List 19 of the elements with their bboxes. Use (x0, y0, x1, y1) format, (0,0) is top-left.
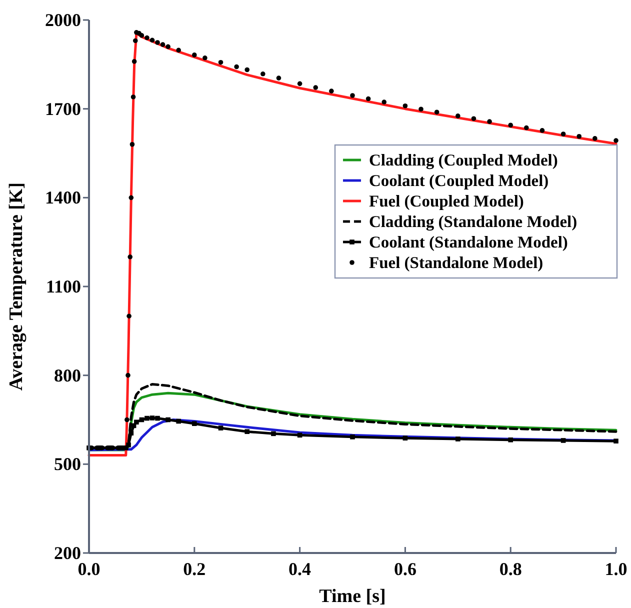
x-axis-title: Time [s] (319, 586, 386, 607)
legend-label: Fuel (Standalone Model) (369, 253, 544, 272)
x-tick-label: 0.4 (288, 559, 312, 579)
legend-label: Coolant (Standalone Model) (369, 232, 568, 252)
y-tick-label: 2000 (45, 10, 81, 30)
y-tick-label: 1400 (45, 188, 81, 208)
legend-label: Cladding (Standalone Model) (369, 212, 578, 231)
x-tick-label: 1.0 (604, 559, 628, 579)
x-tick-label: 0.2 (183, 559, 206, 579)
y-tick-label: 500 (54, 454, 81, 474)
y-tick-label: 1700 (45, 98, 81, 119)
y-tick-label: 1100 (46, 276, 81, 296)
x-tick-label: 0.6 (394, 559, 416, 579)
x-tick-label: 0.8 (499, 559, 522, 579)
legend-label: Coolant (Coupled Model) (369, 171, 549, 190)
y-axis-title: Average Temperature [K] (6, 182, 27, 391)
legend-label: Fuel (Coupled Model) (369, 192, 524, 210)
y-tick-label: 800 (54, 365, 81, 386)
legend-label: Cladding (Coupled Model) (369, 150, 558, 170)
